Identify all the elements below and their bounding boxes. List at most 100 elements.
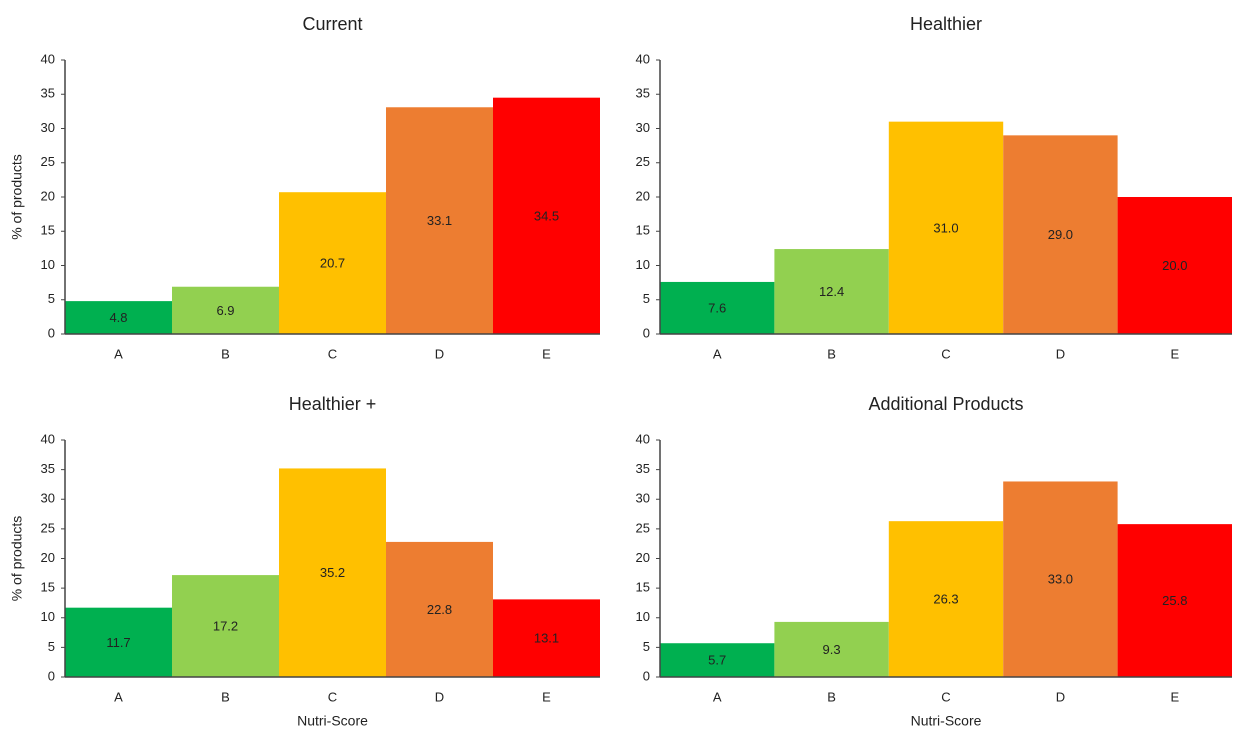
chart-title: Current [302,14,362,34]
y-tick-label: 5 [48,639,55,654]
y-tick-label: 5 [48,291,55,306]
y-tick-label: 0 [643,668,650,683]
data-label: 17.2 [213,618,238,633]
y-axis-title: % of products [9,154,25,240]
data-label: 26.3 [933,592,958,607]
chart-title: Additional Products [868,394,1023,414]
x-tick-label: A [713,689,722,704]
x-tick-label: A [114,346,123,361]
x-tick-label: B [827,346,836,361]
x-tick-label: C [941,346,950,361]
bar [660,281,775,334]
x-axis-title: Nutri-Score [297,713,368,729]
bar [279,192,386,334]
x-tick-label: E [542,346,551,361]
x-tick-label: A [713,346,722,361]
data-label: 20.7 [320,256,345,271]
y-tick-label: 5 [643,291,650,306]
bar [774,621,889,677]
y-tick-label: 30 [636,491,650,506]
data-label: 7.6 [708,300,726,315]
bar [1003,135,1118,334]
bar [279,468,386,677]
y-tick-label: 35 [41,461,55,476]
x-axis-title: Nutri-Score [911,713,982,729]
bar [888,121,1004,335]
bar [172,286,279,334]
y-tick-label: 0 [643,325,650,340]
data-label: 29.0 [1048,227,1073,242]
y-tick-label: 25 [41,520,55,535]
data-label: 34.5 [534,208,559,223]
y-tick-label: 10 [41,257,55,272]
y-tick-label: 30 [636,120,650,135]
y-tick-label: 30 [41,491,55,506]
x-tick-label: D [1056,689,1065,704]
y-tick-label: 40 [636,51,650,66]
data-label: 13.1 [534,631,559,646]
y-tick-label: 40 [41,51,55,66]
bar [386,107,493,334]
x-tick-label: A [114,689,123,704]
y-tick-label: 20 [41,550,55,565]
y-tick-label: 15 [636,223,650,238]
y-tick-label: 25 [636,154,650,169]
x-tick-label: E [1170,689,1179,704]
bar [1003,481,1118,677]
data-label: 4.8 [109,310,127,325]
y-axis-title: % of products [9,516,25,602]
bar [888,521,1004,677]
x-tick-label: C [328,689,337,704]
x-tick-label: D [435,689,444,704]
bar [660,643,775,677]
y-tick-label: 25 [41,154,55,169]
data-label: 31.0 [933,220,958,235]
x-tick-label: E [542,689,551,704]
x-tick-label: E [1170,346,1179,361]
data-label: 35.2 [320,565,345,580]
bar [1117,197,1232,334]
chart-title: Healthier [910,14,982,34]
y-tick-label: 25 [636,520,650,535]
y-tick-label: 40 [41,431,55,446]
y-tick-label: 35 [41,86,55,101]
chart-title: Healthier + [289,394,377,414]
x-tick-label: B [827,689,836,704]
x-tick-label: B [221,689,230,704]
y-tick-label: 30 [41,120,55,135]
y-tick-label: 0 [48,325,55,340]
y-tick-label: 15 [41,223,55,238]
bar [386,541,493,677]
y-tick-label: 0 [48,668,55,683]
bar [65,607,172,677]
y-tick-label: 40 [636,431,650,446]
data-label: 5.7 [708,653,726,668]
data-label: 12.4 [819,284,844,299]
y-tick-label: 20 [636,550,650,565]
data-label: 33.0 [1048,572,1073,587]
y-tick-label: 10 [636,257,650,272]
bar [493,97,600,334]
y-tick-label: 10 [41,609,55,624]
data-label: 9.3 [823,642,841,657]
x-tick-label: C [328,346,337,361]
bar [493,599,600,677]
x-tick-label: B [221,346,230,361]
x-tick-label: D [435,346,444,361]
bar [774,249,889,334]
data-label: 22.8 [427,602,452,617]
x-tick-label: C [941,689,950,704]
data-label: 20.0 [1162,258,1187,273]
y-tick-label: 20 [636,188,650,203]
y-tick-label: 10 [636,609,650,624]
y-tick-label: 5 [643,639,650,654]
bar [65,301,172,334]
data-label: 11.7 [106,635,130,650]
y-tick-label: 35 [636,86,650,101]
data-label: 25.8 [1162,593,1187,608]
y-tick-label: 35 [636,461,650,476]
data-label: 33.1 [427,213,452,228]
data-label: 6.9 [216,303,234,318]
